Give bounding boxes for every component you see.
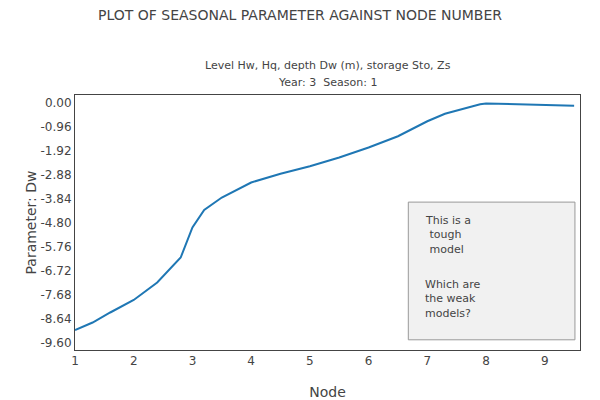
svg-text:5: 5 [306, 354, 314, 368]
svg-text:-5.76: -5.76 [41, 240, 72, 254]
svg-text:-1.92: -1.92 [41, 144, 72, 158]
svg-text:-6.72: -6.72 [41, 264, 72, 278]
svg-text:7: 7 [424, 354, 432, 368]
svg-text:-9.60: -9.60 [41, 336, 72, 350]
svg-text:2: 2 [130, 354, 138, 368]
svg-text:6: 6 [365, 354, 373, 368]
svg-text:Level Hw, Hq, depth Dw (m), st: Level Hw, Hq, depth Dw (m), storage Sto,… [205, 59, 451, 72]
svg-text:Parameter: Dw: Parameter: Dw [23, 171, 39, 275]
svg-text:9: 9 [541, 354, 549, 368]
svg-text:3: 3 [189, 354, 197, 368]
svg-text:Which arethe weakmodels?: Which arethe weakmodels? [425, 278, 480, 320]
svg-text:4: 4 [247, 354, 255, 368]
svg-text:-8.64: -8.64 [41, 312, 72, 326]
svg-text:-0.96: -0.96 [41, 120, 72, 134]
svg-text:8: 8 [482, 354, 490, 368]
svg-text:0.00: 0.00 [45, 96, 72, 110]
svg-text:-2.88: -2.88 [41, 168, 72, 182]
svg-text:-4.80: -4.80 [41, 216, 72, 230]
svg-text:This is a tough model: This is a tough model [425, 214, 471, 256]
svg-text:1: 1 [71, 354, 79, 368]
svg-text:-7.68: -7.68 [41, 288, 72, 302]
svg-text:PLOT OF SEASONAL PARAMETER AGA: PLOT OF SEASONAL PARAMETER AGAINST NODE … [98, 7, 502, 23]
svg-text:-3.84: -3.84 [41, 192, 72, 206]
svg-text:Year: 3 Season: 1: Year: 3 Season: 1 [278, 76, 377, 89]
svg-text:Node: Node [309, 384, 346, 400]
